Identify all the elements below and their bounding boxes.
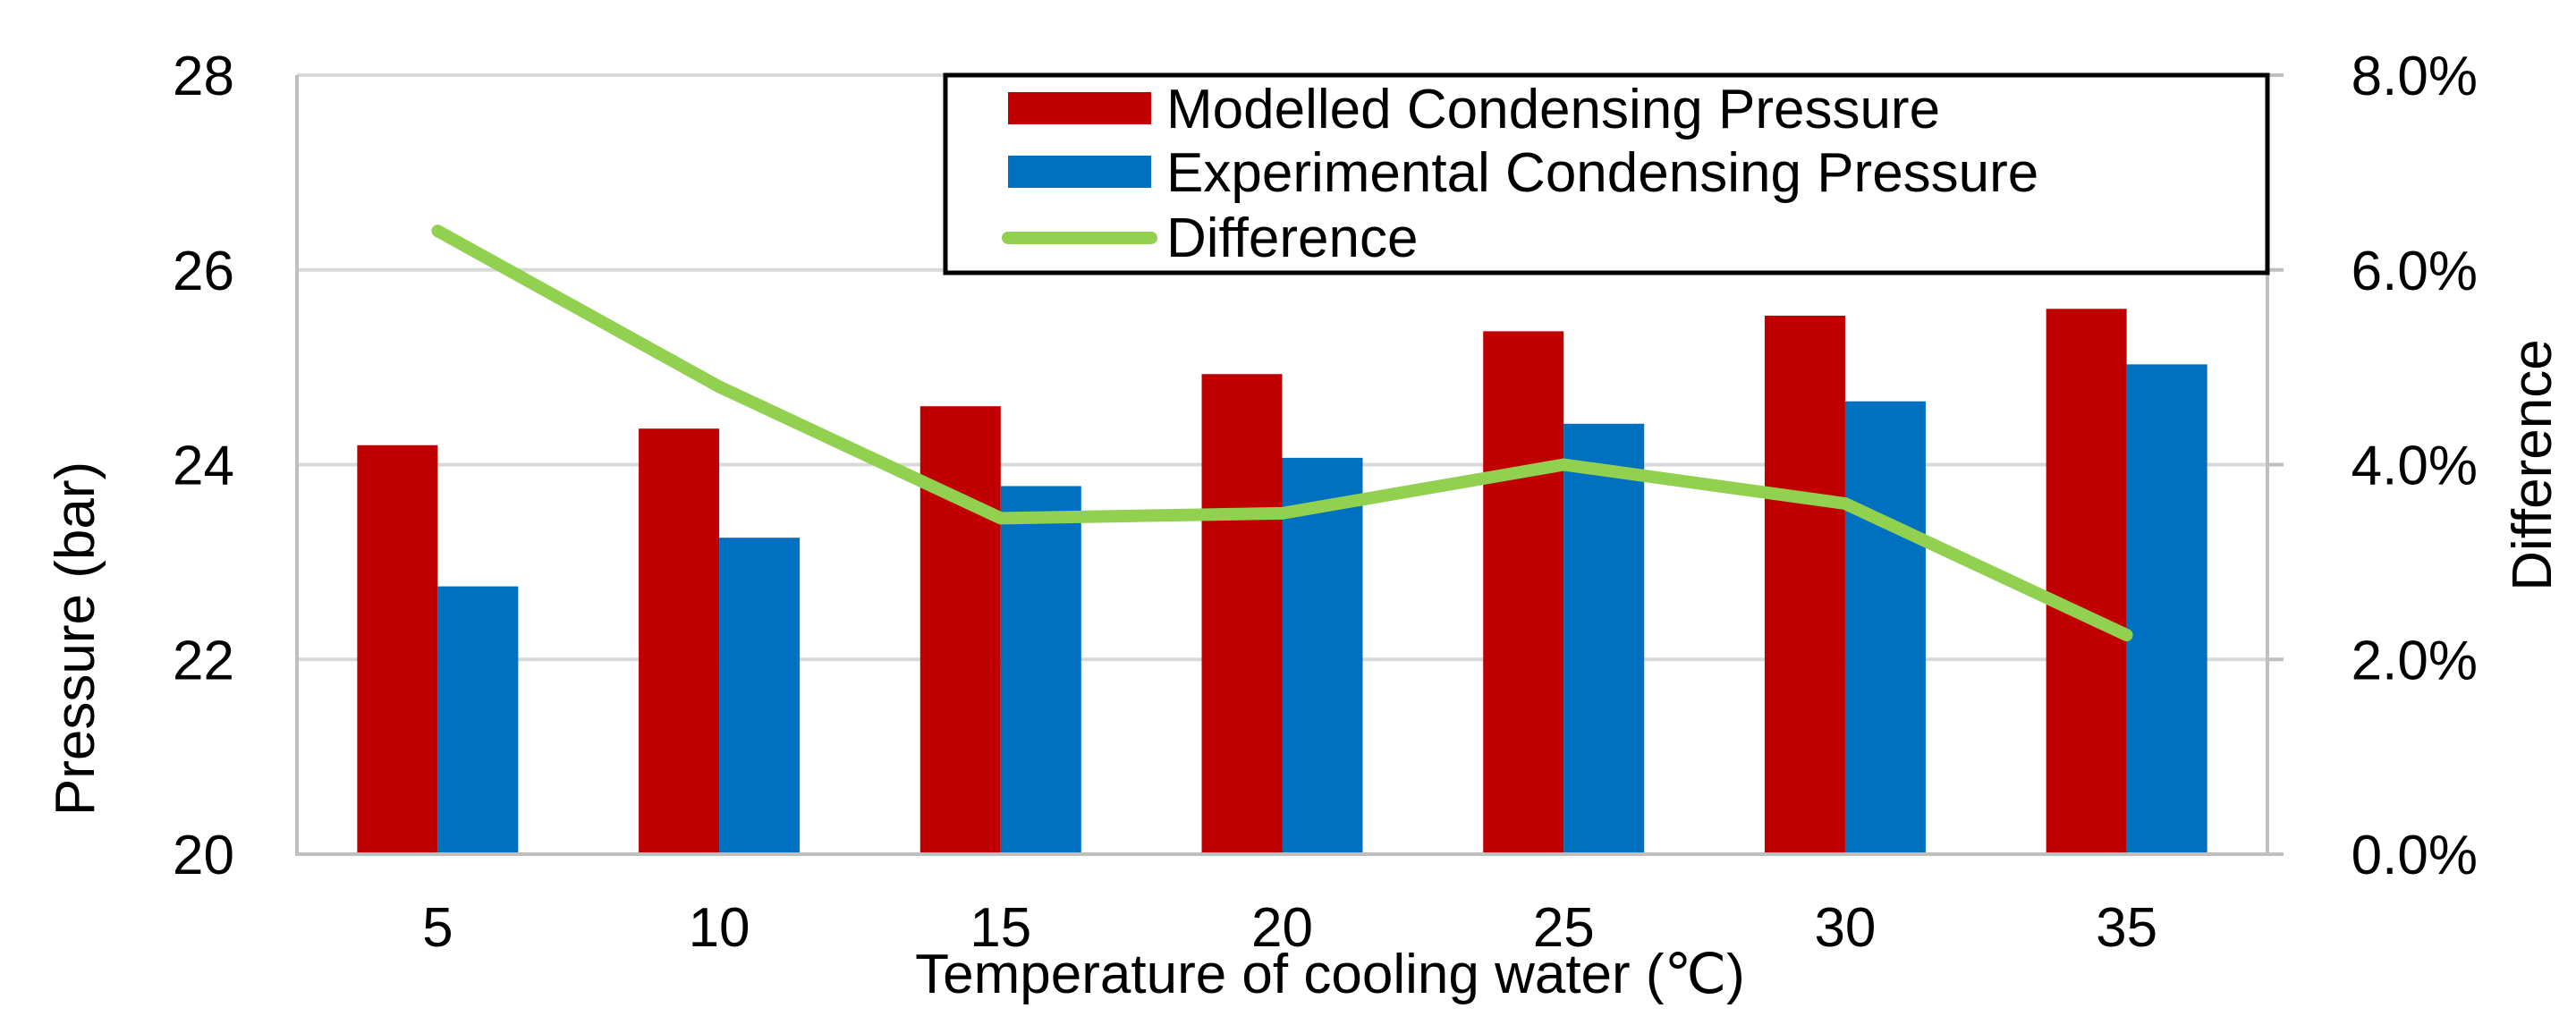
bar-experimental	[1844, 401, 1926, 854]
y2-tick-label: 4.0%	[2351, 436, 2478, 497]
y-tick-label: 24	[173, 436, 234, 497]
bar-experimental	[1282, 457, 1363, 854]
y2-tick-label: 0.0%	[2351, 825, 2478, 886]
x-tick-label: 30	[1814, 897, 1876, 959]
x-tick-label: 10	[689, 897, 750, 959]
bar-modelled	[1201, 374, 1283, 855]
y-axis-title: Pressure (bar)	[45, 462, 106, 816]
bar-modelled	[639, 428, 720, 854]
difference-line	[431, 224, 2133, 641]
y-tick-label: 22	[173, 630, 234, 691]
x-tick-label: 5	[422, 897, 453, 959]
x-tick-label: 35	[2096, 897, 2157, 959]
y-tick-label: 26	[173, 241, 234, 302]
tick-labels: 20 22 24 26 28 0.0% 2.0% 4.0% 6.0% 8.0% 5 10 15 20 25 3…	[173, 46, 2478, 959]
legend-label-modelled: Modelled Condensing Pressure	[1166, 79, 1940, 140]
x-tick-label: 15	[970, 897, 1031, 959]
legend-box	[943, 72, 2270, 275]
x-axis-title: Temperature of cooling water (℃)	[915, 944, 1745, 1005]
legend-swatch-experimental	[1008, 156, 1151, 188]
x-tick-label: 25	[1533, 897, 1595, 959]
y-tick-label: 28	[173, 46, 234, 107]
legend-label-difference: Difference	[1166, 208, 1418, 269]
bar-modelled	[1483, 331, 1564, 854]
bar-modelled	[919, 406, 1001, 854]
y-tick-label: 20	[173, 825, 234, 886]
bar-modelled	[2046, 309, 2127, 854]
bar-modelled	[1764, 315, 1845, 854]
x-tick-label: 20	[1251, 897, 1313, 959]
legend-swatch-modelled	[1008, 92, 1151, 124]
bar-experimental	[1563, 423, 1645, 854]
bars	[357, 309, 2207, 855]
y2-tick-label: 6.0%	[2351, 241, 2478, 302]
bar-experimental	[2126, 364, 2207, 854]
difference-line-layer	[431, 224, 2133, 641]
y2-axis-title: Difference	[2502, 339, 2563, 590]
bar-modelled	[357, 445, 438, 854]
bar-experimental	[1000, 486, 1081, 854]
y2-tick-label: 2.0%	[2351, 630, 2478, 691]
legend-label-experimental: Experimental Condensing Pressure	[1166, 142, 2038, 204]
y2-tick-label: 8.0%	[2351, 46, 2478, 107]
legend: Modelled Condensing Pressure Experimenta…	[943, 72, 2270, 275]
bar-experimental	[719, 538, 801, 854]
bar-experimental	[437, 586, 519, 854]
